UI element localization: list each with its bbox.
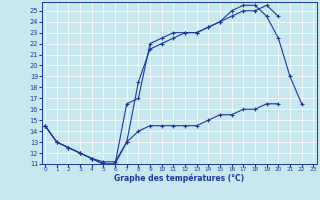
X-axis label: Graphe des températures (°C): Graphe des températures (°C) [114,174,244,183]
